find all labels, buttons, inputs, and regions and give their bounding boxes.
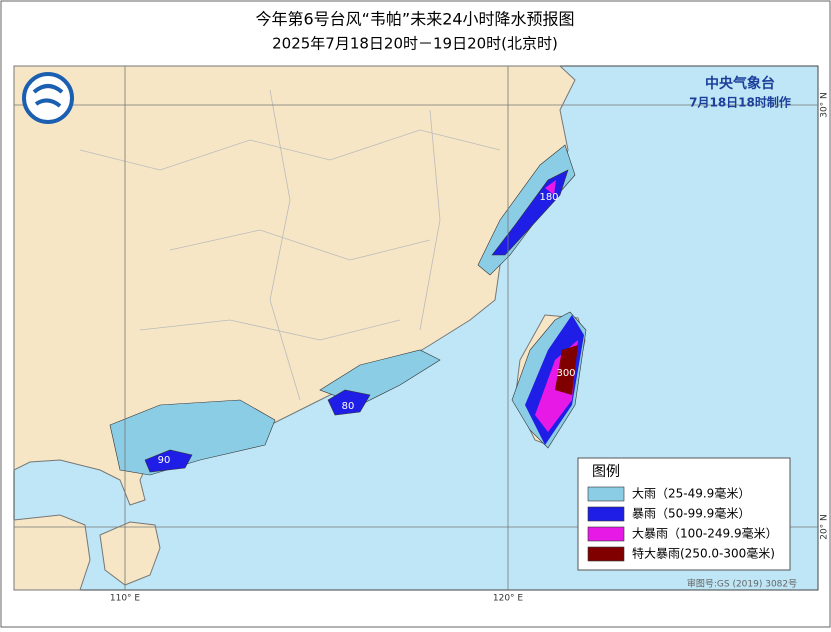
- logo-mark: [32, 84, 64, 108]
- rain-label: 180: [539, 192, 558, 203]
- legend-swatch: [587, 506, 625, 522]
- map: 180 300 80 90 中央气象台 7月18日18时制作 图例 大雨（25-…: [13, 65, 819, 591]
- land-sw: [13, 514, 91, 591]
- rain-label: 80: [342, 401, 355, 412]
- legend-label: 大暴雨（100-249.9毫米）: [632, 526, 778, 541]
- legend-swatch: [587, 546, 625, 562]
- rain-areas: [109, 144, 587, 476]
- lat-label: 30° N: [820, 92, 830, 118]
- lat-label: 20° N: [820, 514, 830, 540]
- lon-label: 120° E: [493, 594, 524, 604]
- rain-label: 90: [158, 455, 171, 466]
- logo: [22, 72, 74, 124]
- legend-label: 暴雨（50-99.9毫米）: [632, 506, 750, 521]
- legend: 图例 大雨（25-49.9毫米） 暴雨（50-99.9毫米） 大暴雨（100-249…: [577, 457, 791, 571]
- hainan: [99, 521, 161, 586]
- legend-swatch: [587, 486, 625, 502]
- rain-label: 300: [556, 368, 575, 379]
- issuer-name: 中央气象台: [705, 75, 775, 92]
- borders: [79, 89, 501, 401]
- legend-label: 特大暴雨(250.0-300毫米): [632, 546, 775, 561]
- legend-label: 大雨（25-49.9毫米）: [632, 486, 750, 501]
- subtitle: 2025年7月18日20时－19日20时(北京时): [272, 35, 558, 53]
- legend-title: 图例: [592, 464, 620, 480]
- legend-swatch: [587, 526, 625, 542]
- lon-label: 110° E: [110, 594, 141, 604]
- axis-labels: 110° E 120° E 30° N 20° N: [110, 92, 830, 603]
- issuer-time: 7月18日18时制作: [689, 95, 791, 110]
- title: 今年第6号台风“韦帕”未来24小时降水预报图: [255, 10, 574, 29]
- rain-labels: 180 300 80 90: [158, 192, 576, 466]
- footer: 审图号:GS (2019) 3082号: [687, 578, 797, 590]
